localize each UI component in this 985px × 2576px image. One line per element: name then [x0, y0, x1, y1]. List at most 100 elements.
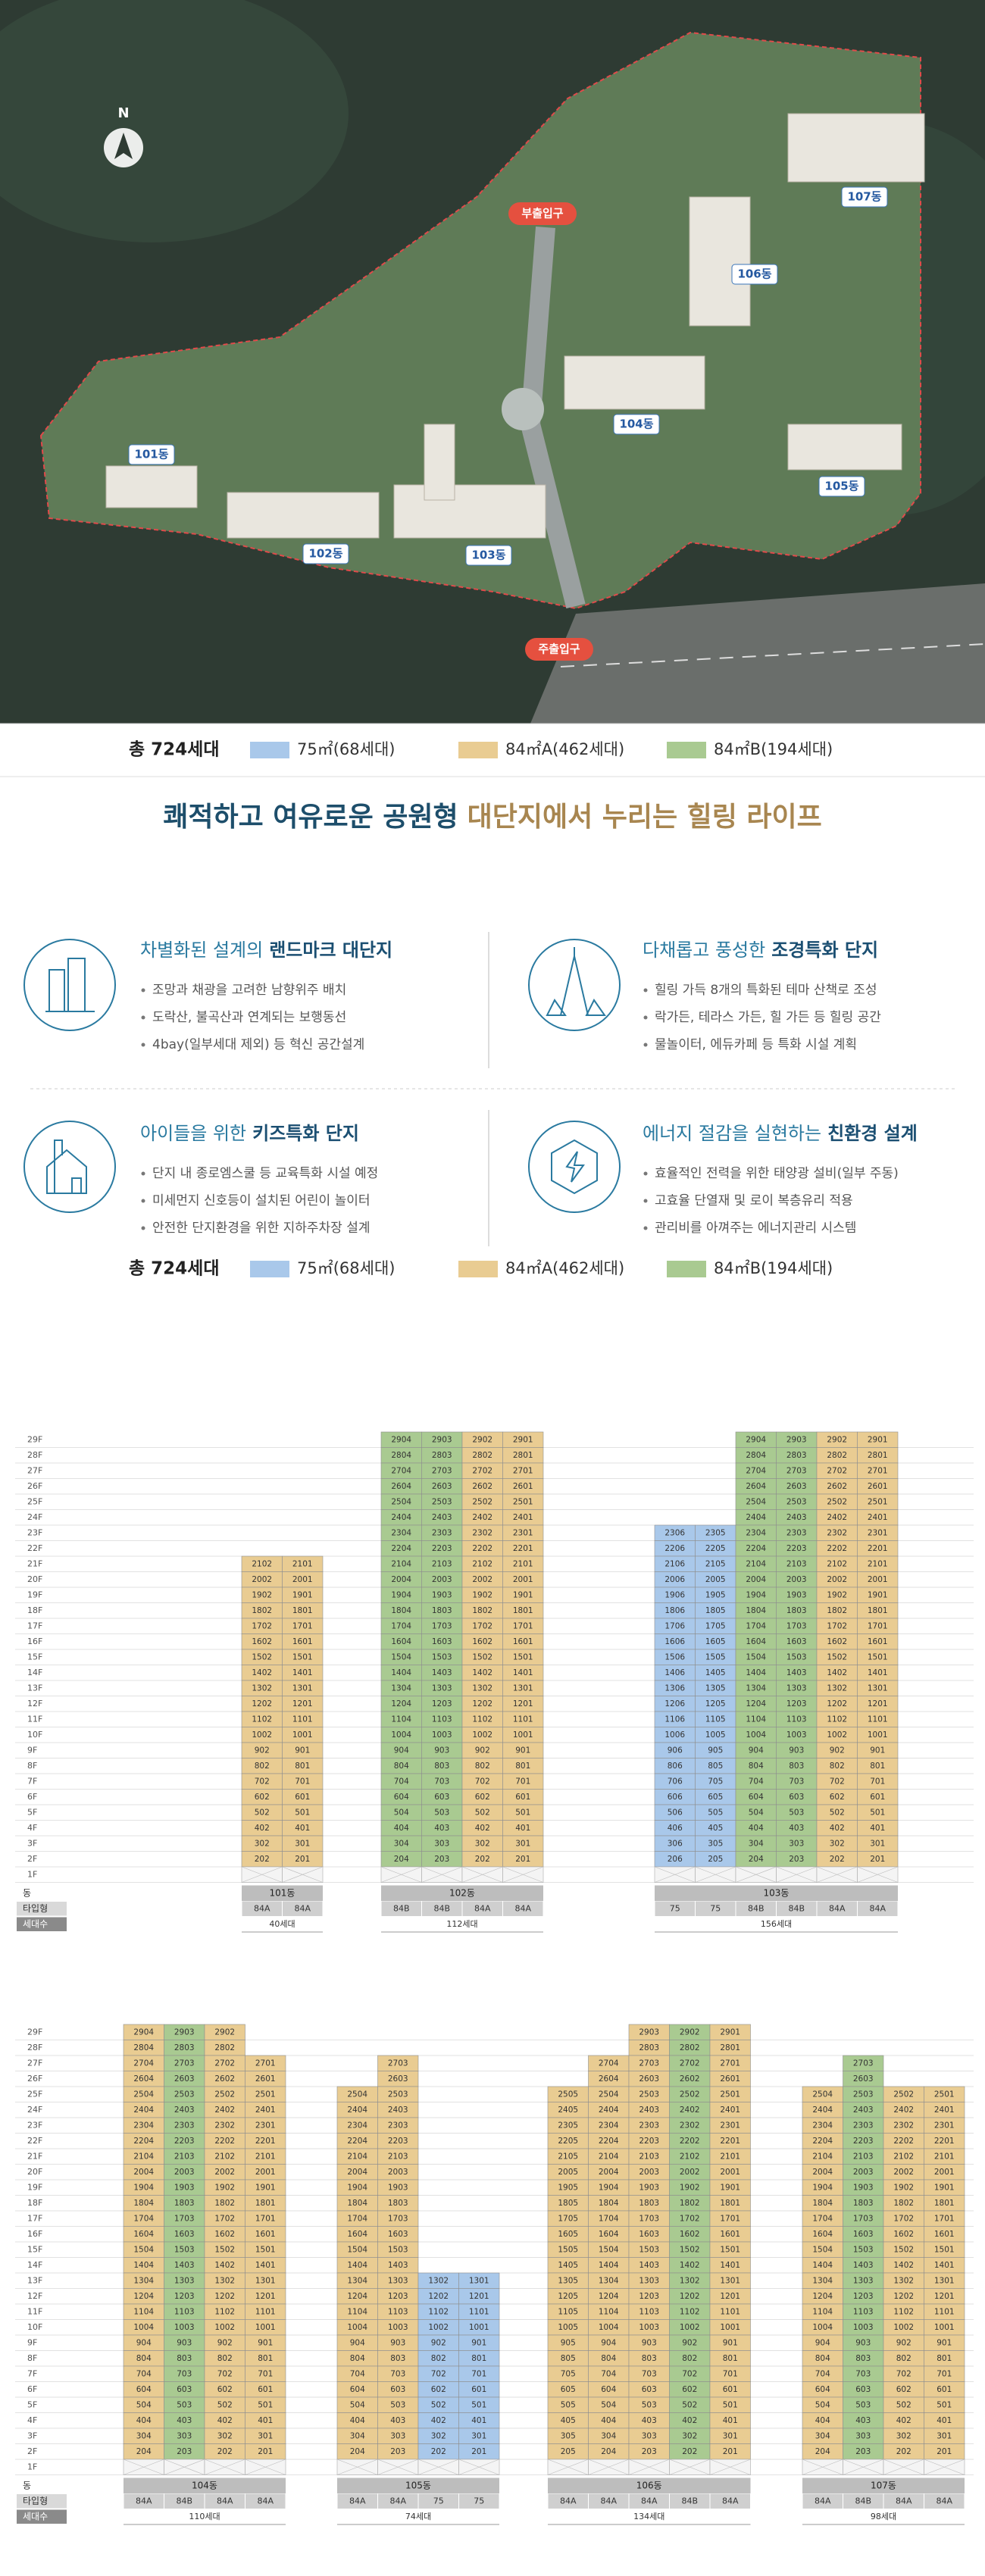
- pilotis-cross: [709, 2459, 751, 2475]
- unit-number: 2502: [680, 2090, 700, 2099]
- unit-number: 902: [830, 1746, 845, 1755]
- unit-number: 1103: [432, 1715, 452, 1724]
- unit-number: 2504: [391, 1497, 411, 1506]
- legend-label: 84㎡A(462세대): [505, 740, 624, 758]
- building-name-box: [381, 1885, 543, 1901]
- unit-number: 304: [136, 2431, 152, 2440]
- unit-number: 701: [258, 2369, 273, 2378]
- pilotis-cross: [458, 2459, 500, 2475]
- unit-number: 503: [434, 1808, 449, 1817]
- bullet-dot: [643, 1043, 648, 1047]
- unit-number: 1102: [893, 2307, 914, 2316]
- unit-number: 403: [434, 1824, 449, 1833]
- unit-number: 202: [475, 1855, 490, 1864]
- unit-number: 405: [708, 1824, 723, 1833]
- floor-label: 25F: [27, 2089, 42, 2099]
- icon-house: [46, 1140, 87, 1194]
- unit-number: 1202: [827, 1699, 847, 1708]
- unit-number: 1903: [853, 2183, 874, 2192]
- row-label: 타입형: [23, 1903, 48, 1914]
- unit-number: 2402: [214, 2106, 235, 2115]
- unit-number: 501: [258, 2400, 273, 2409]
- floor-label: 28F: [27, 2043, 42, 2052]
- unit-number: 2202: [472, 1544, 492, 1553]
- building-label-box: [818, 476, 865, 497]
- unit-number: 1904: [391, 1590, 411, 1599]
- unit-number: 2304: [746, 1528, 766, 1537]
- building-label: 101동: [134, 448, 168, 461]
- unit-number: 1403: [639, 2261, 659, 2270]
- unit-number: 704: [394, 1777, 409, 1786]
- type-label: 84A: [815, 2496, 831, 2506]
- unit-number: 703: [390, 2369, 405, 2378]
- unit-number: 1201: [720, 2292, 740, 2301]
- unit-number: 802: [217, 2354, 233, 2363]
- unit-number: 2203: [432, 1544, 452, 1553]
- unit-number: 1801: [292, 1606, 313, 1615]
- unit-number: 1001: [934, 2323, 955, 2332]
- icon-compass: [546, 947, 606, 1016]
- unit-number: 2404: [347, 2106, 367, 2115]
- unit-number: 2001: [292, 1575, 313, 1584]
- unit-number: 2503: [388, 2090, 408, 2099]
- unit-number: 1801: [255, 2199, 276, 2208]
- type-label: 84A: [136, 2496, 152, 2506]
- unit-number: 2302: [893, 2121, 914, 2130]
- row-label: 세대수: [23, 2511, 48, 2521]
- type-label: 84B: [176, 2496, 192, 2506]
- unit-number: 2104: [599, 2152, 619, 2161]
- unit-number: 1203: [853, 2292, 874, 2301]
- unit-number: 2003: [174, 2168, 195, 2177]
- unit-number: 1103: [786, 1715, 807, 1724]
- unit-number: 2304: [599, 2121, 619, 2130]
- unit-number: 2102: [472, 1559, 492, 1568]
- unit-number: 303: [855, 2431, 871, 2440]
- unit-number: 504: [749, 1808, 764, 1817]
- floor-label: 4F: [27, 2415, 37, 2425]
- unit-number: 1703: [786, 1621, 807, 1630]
- unit-number: 801: [937, 2354, 952, 2363]
- unit-number: 904: [394, 1746, 409, 1755]
- unit-number: 1101: [868, 1715, 888, 1724]
- building-name-box: [337, 2478, 499, 2493]
- type-label: 84A: [722, 2496, 739, 2506]
- unit-number: 1401: [513, 1668, 533, 1677]
- unit-number: 402: [896, 2416, 912, 2425]
- unit-number: 702: [896, 2369, 912, 2378]
- unit-number: 704: [815, 2369, 830, 2378]
- unit-number: 1002: [827, 1730, 847, 1740]
- unit-number: 2701: [868, 1466, 888, 1475]
- feature-highlight: 키즈특화 단지: [252, 1123, 359, 1144]
- unit-number: 605: [561, 2385, 576, 2394]
- unit-number: 1904: [133, 2183, 154, 2192]
- unit-number: 2703: [639, 2059, 659, 2068]
- unit-number: 2801: [868, 1451, 888, 1460]
- road-line: [560, 643, 985, 667]
- unit-number: 904: [815, 2338, 830, 2347]
- unit-number: 1801: [934, 2199, 955, 2208]
- unit-number: 504: [394, 1808, 409, 1817]
- building-105: [787, 424, 902, 470]
- building-label: 103동: [471, 549, 505, 562]
- feature-title-text: 다채롭고 풍성한: [643, 939, 765, 961]
- unit-number: 2303: [853, 2121, 874, 2130]
- unit-number: 1106: [664, 1715, 685, 1724]
- unit-number: 1003: [432, 1730, 452, 1740]
- unit-number: 602: [830, 1793, 845, 1802]
- entrance-label: 부출입구: [521, 207, 563, 220]
- unit-number: 1405: [705, 1668, 726, 1677]
- entrance-box: [525, 638, 593, 661]
- unit-number: 1403: [853, 2261, 874, 2270]
- unit-number: 2003: [388, 2168, 408, 2177]
- unit-number: 1503: [786, 1652, 807, 1662]
- floor-label: 3F: [27, 1838, 37, 1848]
- unit-number: 2503: [639, 2090, 659, 2099]
- unit-number: 1404: [812, 2261, 833, 2270]
- unit-number: 2903: [786, 1435, 807, 1444]
- unit-number: 2901: [868, 1435, 888, 1444]
- unit-number: 2302: [827, 1528, 847, 1537]
- unit-number: 1403: [174, 2261, 195, 2270]
- row-label-box: [17, 1902, 67, 1916]
- floor-label: 8F: [27, 1761, 37, 1771]
- unit-number: 1203: [432, 1699, 452, 1708]
